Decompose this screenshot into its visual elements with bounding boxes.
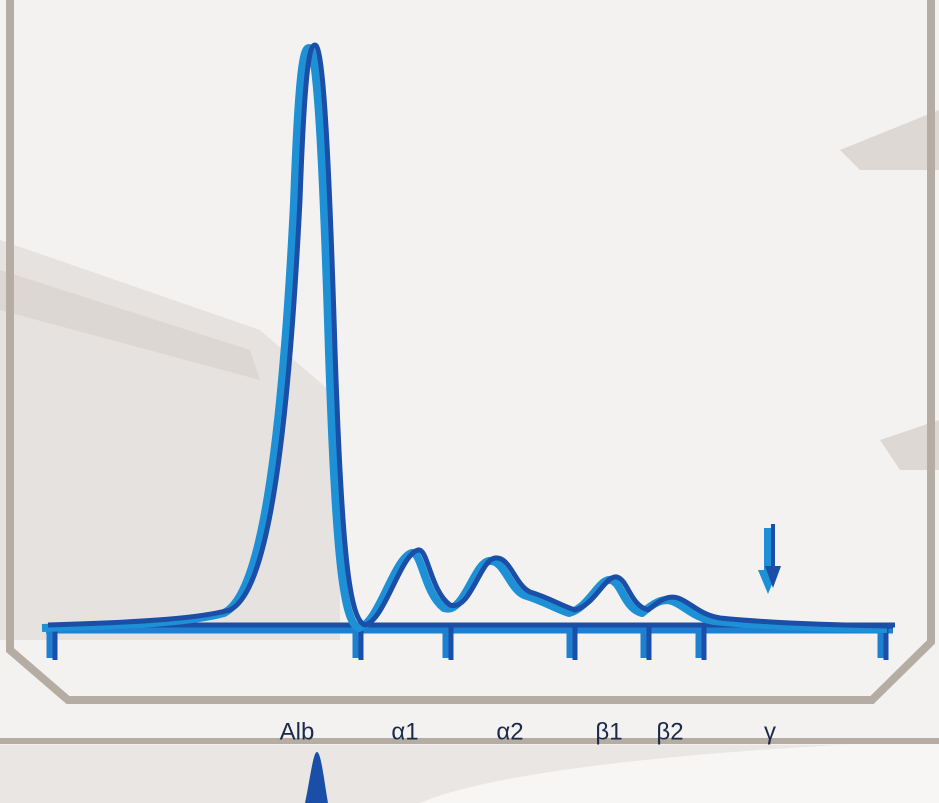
background-shape [0,240,340,640]
frame [6,0,935,704]
arrow [758,524,781,594]
fraction-label: β1 [595,718,622,745]
background-shape [840,110,939,170]
curve-fragment [305,752,328,803]
background-shape [880,420,939,470]
fraction-label: α2 [496,718,523,745]
curve-dark [47,42,894,629]
background-shape [0,270,260,380]
background-shape [420,740,939,803]
fraction-label: γ [764,718,776,745]
fraction-label: α1 [391,718,418,745]
arrow-head [765,566,781,588]
fraction-label: Alb [280,718,315,745]
fraction-labels: Alb α1 α2 β1 β2 γ [280,718,776,745]
fraction-label: β2 [656,718,683,745]
